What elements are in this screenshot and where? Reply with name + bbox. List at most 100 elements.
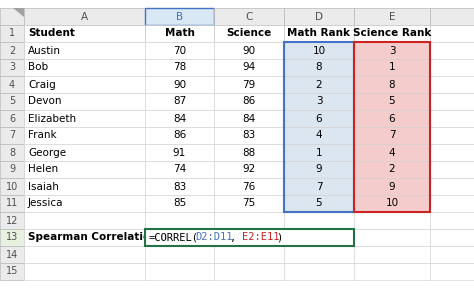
Bar (145, 195, 214, 212)
Bar (430, 25, 474, 42)
Bar (284, 144, 354, 161)
Text: D2:D11: D2:D11 (195, 233, 233, 243)
Bar (284, 212, 354, 229)
Polygon shape (13, 8, 24, 17)
Text: Math Rank: Math Rank (288, 28, 350, 38)
Bar (354, 229, 430, 246)
Bar (0, 76, 24, 93)
Text: 86: 86 (173, 130, 186, 140)
Bar (354, 76, 430, 93)
Text: 4: 4 (389, 147, 395, 158)
Bar (0, 178, 24, 195)
Bar (354, 263, 430, 280)
Bar (145, 25, 214, 42)
Bar (284, 127, 354, 144)
Text: 4: 4 (316, 130, 322, 140)
Text: 14: 14 (6, 249, 18, 259)
Text: 10: 10 (312, 46, 326, 56)
Text: Math: Math (164, 28, 194, 38)
Bar (145, 144, 214, 161)
Bar (354, 246, 430, 263)
Bar (430, 229, 474, 246)
Text: 5: 5 (316, 198, 322, 208)
Text: 92: 92 (242, 165, 255, 175)
Bar (145, 42, 214, 59)
Bar (24, 212, 145, 229)
Text: D: D (315, 11, 323, 21)
Bar (284, 76, 354, 93)
Bar (430, 195, 474, 212)
Text: Spearman Correlation:: Spearman Correlation: (28, 233, 162, 243)
Bar (145, 8, 214, 25)
Bar (284, 195, 354, 212)
Text: ): ) (277, 233, 283, 243)
Bar (214, 127, 284, 144)
Bar (214, 42, 284, 59)
Text: 6: 6 (9, 114, 15, 124)
Bar (430, 59, 474, 76)
Text: Jessica: Jessica (28, 198, 64, 208)
Bar (145, 229, 354, 246)
Text: 3: 3 (389, 46, 395, 56)
Bar (0, 195, 24, 212)
Bar (24, 246, 145, 263)
Bar (284, 8, 354, 25)
Bar (284, 161, 354, 178)
Bar (284, 263, 354, 280)
Text: 86: 86 (242, 97, 255, 107)
Text: 85: 85 (173, 198, 186, 208)
Bar (214, 93, 284, 110)
Bar (430, 246, 474, 263)
Bar (430, 110, 474, 127)
Text: Science: Science (227, 28, 272, 38)
Bar (0, 144, 24, 161)
Bar (354, 178, 430, 195)
Bar (284, 42, 354, 212)
Text: 1: 1 (316, 147, 322, 158)
Text: Helen: Helen (28, 165, 58, 175)
Bar (354, 195, 430, 212)
Bar (214, 8, 284, 25)
Bar (354, 42, 430, 212)
Text: 79: 79 (242, 79, 255, 89)
Bar (430, 76, 474, 93)
Bar (214, 76, 284, 93)
Bar (0, 246, 24, 263)
Bar (24, 59, 145, 76)
Bar (145, 212, 214, 229)
Bar (430, 8, 474, 25)
Bar (214, 59, 284, 76)
Bar (214, 195, 284, 212)
Text: 15: 15 (6, 266, 18, 277)
Bar (145, 110, 214, 127)
Text: B: B (176, 11, 183, 21)
Bar (284, 25, 354, 42)
Text: A: A (81, 11, 88, 21)
Text: =CORREL(: =CORREL( (149, 233, 199, 243)
Bar (354, 93, 430, 110)
Text: 8: 8 (316, 63, 322, 72)
Bar (430, 212, 474, 229)
Bar (430, 93, 474, 110)
Bar (354, 42, 430, 59)
Bar (145, 246, 214, 263)
Bar (145, 59, 214, 76)
Bar (214, 263, 284, 280)
Text: 90: 90 (242, 46, 255, 56)
Text: Austin: Austin (28, 46, 61, 56)
Text: 12: 12 (6, 216, 18, 226)
Text: 76: 76 (242, 182, 255, 191)
Text: 7: 7 (389, 130, 395, 140)
Text: Student: Student (28, 28, 75, 38)
Bar (145, 178, 214, 195)
Text: 87: 87 (173, 97, 186, 107)
Text: ,: , (230, 233, 243, 243)
Text: 78: 78 (173, 63, 186, 72)
Bar (24, 263, 145, 280)
Bar (0, 59, 24, 76)
Bar (24, 110, 145, 127)
Bar (354, 144, 430, 161)
Bar (354, 212, 430, 229)
Text: 88: 88 (242, 147, 255, 158)
Text: 84: 84 (173, 114, 186, 124)
